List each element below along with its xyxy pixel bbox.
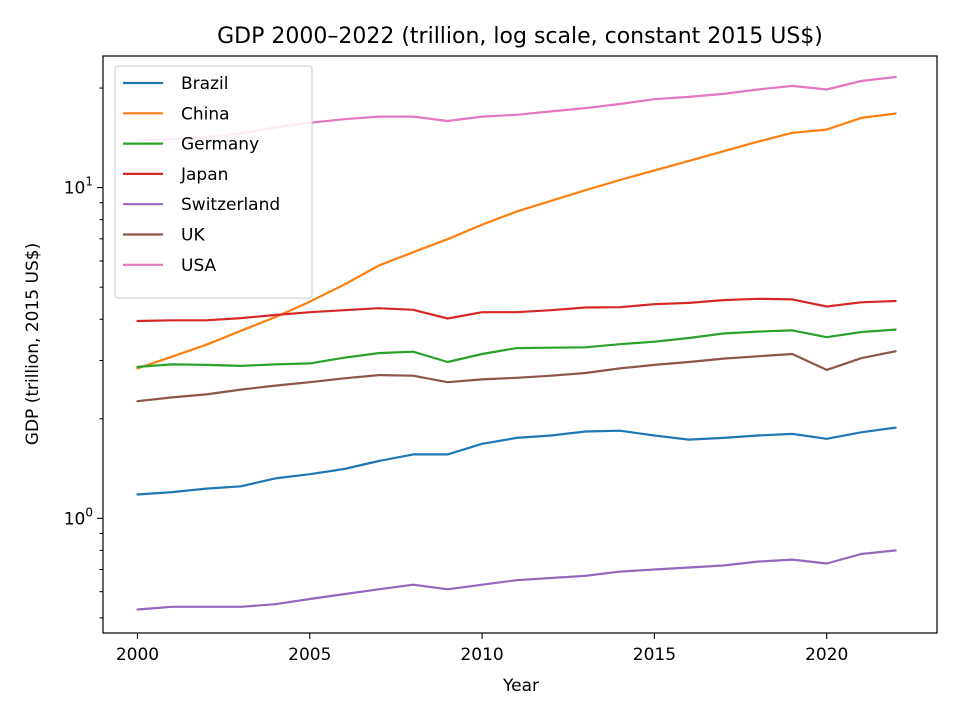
y-tick-label-base: 10 [64, 179, 86, 199]
x-tick-label: 2010 [460, 645, 503, 665]
legend-label: China [181, 104, 230, 124]
x-tick-label: 2015 [633, 645, 676, 665]
legend-label: Germany [181, 135, 259, 155]
y-tick-label: 100 [64, 505, 93, 529]
y-axis-label: GDP (trillion, 2015 US$) [23, 243, 43, 445]
series-line-germany [136, 328, 897, 368]
legend-box [114, 65, 313, 299]
chart-title: GDP 2000–2022 (trillion, log scale, cons… [217, 24, 823, 49]
series-line-switzerland [136, 549, 897, 611]
y-tick-label-exponent: 1 [85, 175, 93, 189]
series-line-uk [136, 350, 897, 403]
x-axis-ticks: 2000 2005 2010 2015 2020 [116, 633, 848, 665]
legend-label: USA [181, 256, 217, 276]
series-line-china [136, 112, 897, 370]
x-tick-label: 2000 [116, 645, 159, 665]
plot-area [136, 75, 897, 611]
y-tick-label: 101 [64, 175, 93, 199]
legend-label: Brazil [181, 74, 228, 94]
x-tick-label: 2005 [288, 645, 331, 665]
legend-label: Japan [180, 165, 228, 185]
legend-label: Switzerland [181, 195, 280, 215]
plot-frame [102, 55, 938, 634]
series-line-brazil [136, 426, 897, 496]
legend-label: UK [181, 226, 205, 246]
x-axis-label: Year [502, 676, 539, 696]
legend: Brazil China Germany Japan Switzerland UK USA [114, 65, 313, 299]
series-line-japan [136, 297, 897, 323]
x-tick-label: 2020 [805, 645, 848, 665]
y-tick-label-exponent: 0 [85, 505, 93, 519]
y-tick-label-base: 10 [64, 509, 86, 529]
